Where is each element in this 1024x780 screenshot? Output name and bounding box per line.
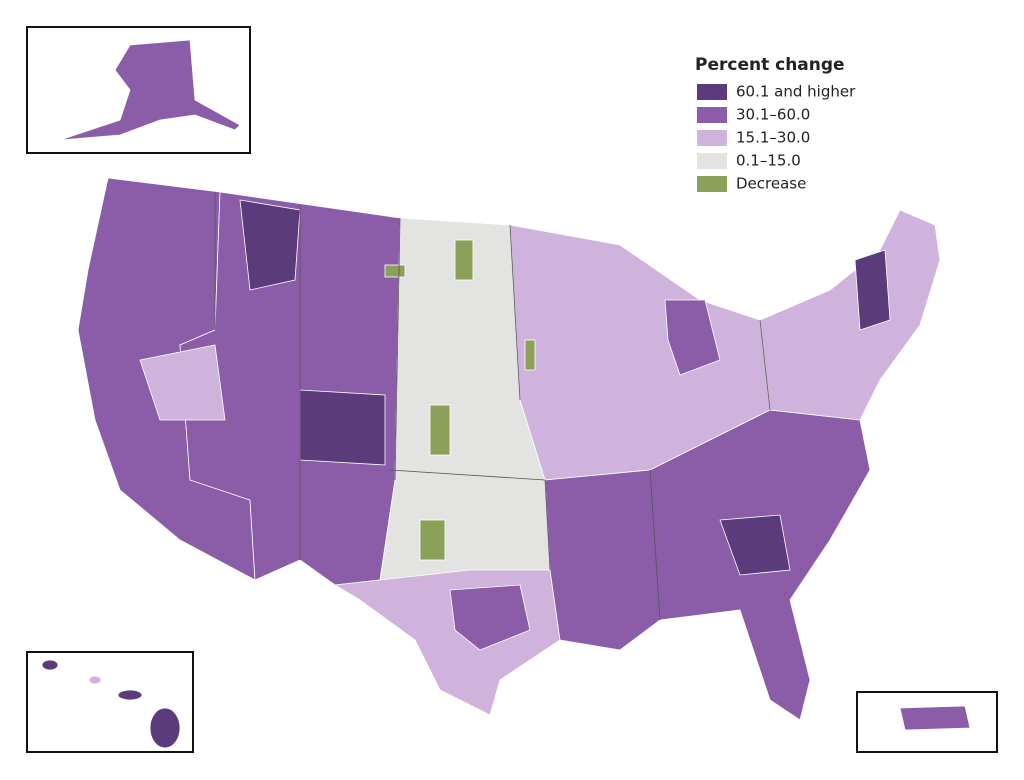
montana-region xyxy=(239,199,301,291)
legend-label: Decrease xyxy=(736,175,806,193)
texas-central-region xyxy=(449,584,531,651)
decrease-area xyxy=(384,264,406,278)
nevada-region xyxy=(139,344,226,421)
new-england-region xyxy=(854,249,891,331)
alaska-inset xyxy=(26,26,251,154)
hawaii-island xyxy=(88,675,102,685)
legend-swatch xyxy=(697,176,727,192)
decrease-area xyxy=(419,519,446,561)
legend-label: 0.1–15.0 xyxy=(736,152,801,170)
legend-label: 30.1–60.0 xyxy=(736,106,810,124)
legend-label: 15.1–30.0 xyxy=(736,129,810,147)
georgia-region xyxy=(719,514,791,576)
legend-swatch xyxy=(697,84,727,100)
michigan-region xyxy=(664,299,721,376)
colorado-region xyxy=(299,389,386,466)
decrease-area xyxy=(429,404,451,456)
decrease-area xyxy=(524,339,536,371)
legend-swatch xyxy=(697,153,727,169)
legend-swatch xyxy=(697,107,727,123)
hawaii-island xyxy=(149,707,181,749)
legend: Percent change 60.1 and higher 30.1–60.0 1… xyxy=(695,55,856,193)
decrease-area xyxy=(454,239,474,281)
legend-title: Percent change xyxy=(695,55,845,75)
hawaii-inset xyxy=(26,651,194,753)
legend-label: 60.1 and higher xyxy=(736,83,856,101)
legend-swatch xyxy=(697,130,727,146)
hawaii-island xyxy=(41,659,59,671)
hawaii-island xyxy=(117,689,143,701)
alaska xyxy=(59,39,241,141)
state-borders xyxy=(214,192,771,621)
northeast-region xyxy=(759,209,941,421)
puerto-rico xyxy=(899,705,971,731)
puerto-rico-inset xyxy=(856,691,998,753)
texas-region xyxy=(333,569,561,716)
map-regions xyxy=(41,39,971,749)
